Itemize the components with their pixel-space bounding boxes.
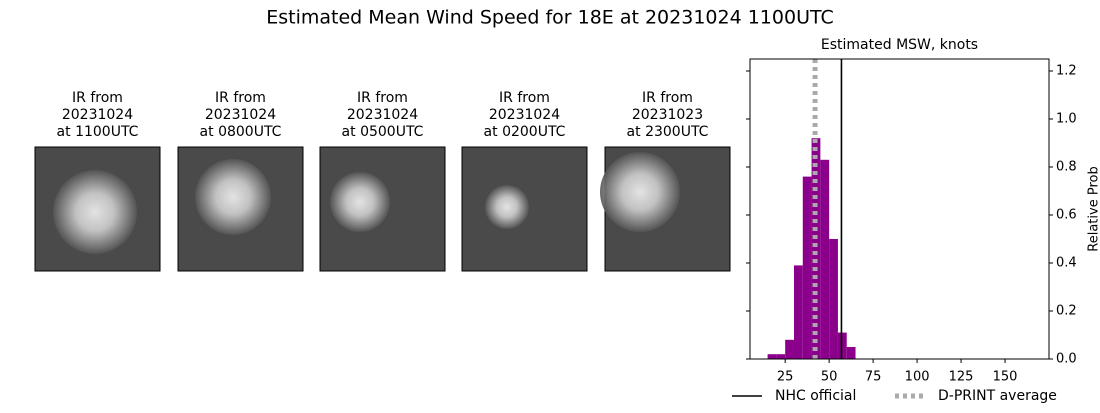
y-tick-label: 1.0	[1056, 112, 1077, 127]
image-caption: at 2300UTC	[627, 124, 709, 140]
image-caption: at 1100UTC	[57, 124, 139, 140]
image-caption: at 0500UTC	[342, 124, 424, 140]
histogram-bar	[768, 354, 777, 359]
storm-cloud	[330, 172, 390, 232]
histogram-bar	[803, 177, 812, 359]
histogram-bar	[838, 333, 847, 359]
y-tick-label: 0.0	[1056, 352, 1077, 367]
y-tick-label: 0.8	[1056, 160, 1077, 175]
y-tick-label: 0.4	[1056, 256, 1077, 271]
chart-title: Estimated MSW, knots	[821, 37, 978, 53]
image-caption: 20231024	[205, 107, 276, 123]
legend-label: D-PRINT average	[938, 388, 1057, 404]
image-caption: IR from	[215, 90, 266, 106]
image-caption: 20231023	[632, 107, 703, 123]
x-tick-label: 75	[865, 370, 882, 385]
x-tick-label: 50	[821, 370, 838, 385]
x-tick-label: 100	[905, 370, 930, 385]
histogram-bar	[776, 354, 785, 359]
histogram-bar	[847, 347, 856, 359]
x-tick-label: 25	[777, 370, 794, 385]
storm-cloud	[53, 170, 137, 254]
image-caption: at 0800UTC	[200, 124, 282, 140]
histogram-bar	[794, 265, 803, 359]
storm-cloud	[195, 159, 271, 235]
histogram-bar	[820, 160, 829, 359]
figure-title: Estimated Mean Wind Speed for 18E at 202…	[266, 7, 834, 29]
y-tick-label: 1.2	[1056, 64, 1077, 79]
image-caption: 20231024	[62, 107, 133, 123]
legend-label: NHC official	[775, 388, 856, 404]
y-axis-label: Relative Prob	[1087, 166, 1100, 251]
storm-cloud	[600, 152, 680, 232]
image-caption: IR from	[499, 90, 550, 106]
y-tick-label: 0.6	[1056, 208, 1077, 223]
image-caption: 20231024	[347, 107, 418, 123]
histogram-bar	[785, 340, 794, 359]
image-caption: 20231024	[489, 107, 560, 123]
image-caption: IR from	[357, 90, 408, 106]
x-tick-label: 150	[993, 370, 1018, 385]
image-caption: IR from	[72, 90, 123, 106]
storm-cloud	[485, 185, 529, 229]
histogram-bar	[829, 239, 838, 359]
histogram-chart: Estimated MSW, knots 0.0 0.2 0.4 0.6 0.8 1.0 1.…	[732, 37, 1100, 404]
image-caption: at 0200UTC	[484, 124, 566, 140]
y-tick-label: 0.2	[1056, 304, 1077, 319]
image-caption: IR from	[642, 90, 693, 106]
x-tick-label: 125	[949, 370, 974, 385]
